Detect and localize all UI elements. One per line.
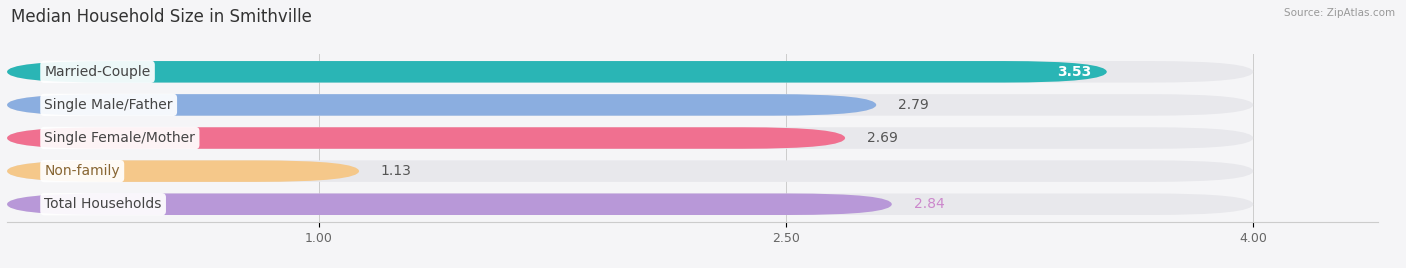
Text: Single Female/Mother: Single Female/Mother: [45, 131, 195, 145]
Text: 2.84: 2.84: [914, 197, 945, 211]
Text: Source: ZipAtlas.com: Source: ZipAtlas.com: [1284, 8, 1395, 18]
Text: Median Household Size in Smithville: Median Household Size in Smithville: [11, 8, 312, 26]
FancyBboxPatch shape: [7, 94, 1253, 116]
FancyBboxPatch shape: [7, 61, 1253, 83]
FancyBboxPatch shape: [7, 94, 876, 116]
FancyBboxPatch shape: [7, 193, 891, 215]
FancyBboxPatch shape: [7, 127, 845, 149]
Text: Single Male/Father: Single Male/Father: [45, 98, 173, 112]
Text: Non-family: Non-family: [45, 164, 120, 178]
FancyBboxPatch shape: [7, 160, 1253, 182]
FancyBboxPatch shape: [7, 127, 1253, 149]
FancyBboxPatch shape: [7, 193, 1253, 215]
Text: Married-Couple: Married-Couple: [45, 65, 150, 79]
FancyBboxPatch shape: [7, 160, 359, 182]
Text: 2.69: 2.69: [868, 131, 898, 145]
Text: 3.53: 3.53: [1057, 65, 1091, 79]
Text: 1.13: 1.13: [381, 164, 412, 178]
FancyBboxPatch shape: [7, 61, 1107, 83]
Text: 2.79: 2.79: [898, 98, 929, 112]
Text: Total Households: Total Households: [45, 197, 162, 211]
